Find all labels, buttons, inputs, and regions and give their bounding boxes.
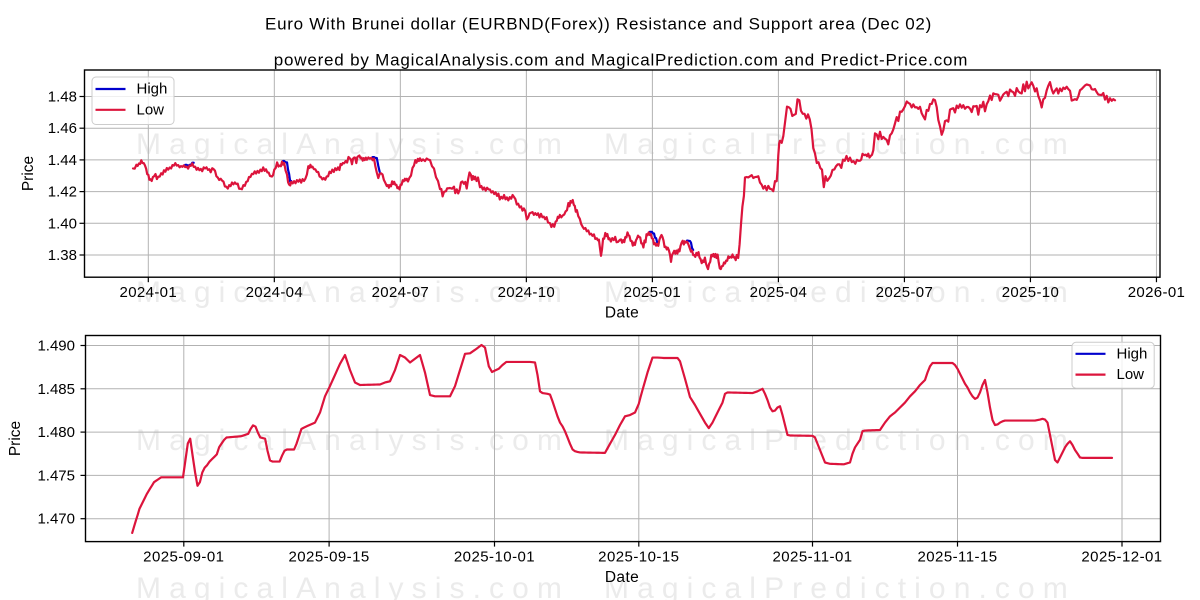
svg-text:2025-10-15: 2025-10-15 [598,549,679,566]
svg-text:1.470: 1.470 [37,511,75,528]
svg-text:High: High [137,81,168,98]
svg-text:MagicalPrediction.com: MagicalPrediction.com [604,424,1076,457]
svg-text:MagicalPrediction.com: MagicalPrediction.com [604,128,1076,161]
svg-text:1.475: 1.475 [37,467,75,484]
svg-text:Date: Date [605,569,639,586]
svg-text:MagicalAnalysis.com: MagicalAnalysis.com [136,128,570,161]
svg-text:2024-10: 2024-10 [498,284,556,301]
svg-text:2025-07: 2025-07 [876,284,934,301]
svg-text:1.40: 1.40 [48,215,77,232]
svg-text:1.42: 1.42 [48,184,77,201]
svg-text:MagicalAnalysis.com: MagicalAnalysis.com [136,276,570,309]
svg-text:1.48: 1.48 [48,89,77,106]
svg-text:2025-01: 2025-01 [624,284,682,301]
svg-text:Price: Price [20,156,37,191]
svg-text:powered by MagicalAnalysis.com: powered by MagicalAnalysis.com and Magic… [274,51,969,70]
svg-text:1.485: 1.485 [37,381,75,398]
svg-text:2025-10: 2025-10 [1002,284,1060,301]
svg-text:Low: Low [1117,366,1145,383]
svg-text:2024-04: 2024-04 [246,284,304,301]
svg-text:2025-11-15: 2025-11-15 [917,549,997,566]
svg-text:MagicalAnalysis.com: MagicalAnalysis.com [136,572,570,600]
svg-text:MagicalAnalysis.com: MagicalAnalysis.com [136,424,570,457]
svg-text:1.44: 1.44 [48,152,77,169]
svg-text:1.480: 1.480 [37,424,75,441]
svg-text:2024-01: 2024-01 [120,284,178,301]
svg-text:2025-12-01: 2025-12-01 [1081,549,1162,566]
svg-text:1.490: 1.490 [37,338,75,355]
svg-text:2025-10-01: 2025-10-01 [454,549,535,566]
svg-text:2024-07: 2024-07 [372,284,430,301]
svg-text:MagicalPrediction.com: MagicalPrediction.com [604,572,1076,600]
svg-text:1.38: 1.38 [48,247,77,264]
svg-text:MagicalPrediction.com: MagicalPrediction.com [604,276,1076,309]
svg-text:2025-11-01: 2025-11-01 [772,549,852,566]
svg-text:High: High [1117,345,1148,362]
svg-text:Price: Price [7,421,24,456]
svg-text:Low: Low [137,101,165,118]
svg-text:Euro With Brunei dollar (EURBN: Euro With Brunei dollar (EURBND(Forex)) … [265,15,932,34]
svg-text:Date: Date [605,305,639,322]
svg-text:1.46: 1.46 [48,120,77,137]
svg-text:2025-09-15: 2025-09-15 [288,549,369,566]
svg-text:2026-01: 2026-01 [1128,284,1186,301]
svg-text:2025-04: 2025-04 [750,284,808,301]
svg-text:2025-09-01: 2025-09-01 [143,549,224,566]
